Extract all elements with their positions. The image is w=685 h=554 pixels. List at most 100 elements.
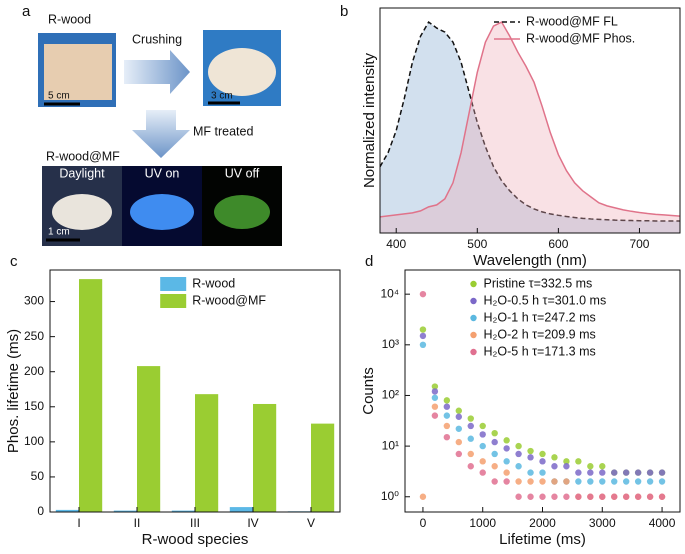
arrow-down: [132, 110, 190, 158]
point: [479, 469, 486, 476]
y-axis-label: Phos. lifetime (ms): [5, 329, 22, 453]
bar: [137, 366, 161, 512]
point: [527, 447, 534, 455]
point: [539, 458, 546, 465]
y-tick-label: 10³: [382, 337, 399, 351]
legend-swatch: [470, 331, 477, 339]
sample: [214, 195, 270, 229]
point: [599, 493, 606, 500]
point: [587, 493, 594, 500]
point: [443, 433, 451, 441]
x-tick-label: 400: [386, 237, 406, 251]
point: [611, 478, 618, 485]
x-axis-label: Lifetime (ms): [499, 531, 586, 548]
point: [503, 478, 510, 485]
bar: [195, 394, 219, 512]
bar: [79, 279, 103, 512]
legend-swatch: [470, 280, 477, 288]
photo-caption: UV on: [145, 166, 180, 180]
x-tick-label: II: [134, 516, 141, 530]
point: [634, 478, 642, 485]
point: [455, 413, 463, 420]
point: [575, 469, 582, 476]
point: [491, 463, 498, 470]
point: [622, 478, 630, 485]
point: [419, 341, 427, 349]
point: [563, 493, 570, 500]
point: [467, 463, 474, 470]
y-tick-label: 100: [24, 434, 44, 448]
legend-label: R-wood@MF FL: [526, 14, 618, 28]
legend-label: H₂O-1 h τ=247.2 ms: [484, 310, 596, 324]
legend-swatch: [470, 314, 477, 322]
sample: [130, 194, 194, 230]
point: [479, 458, 486, 465]
x-tick-label: 2000: [529, 516, 556, 530]
arrow-caption: MF treated: [193, 124, 253, 138]
x-tick-label: 4000: [649, 516, 676, 530]
legend-label: H₂O-0.5 h τ=301.0 ms: [484, 293, 607, 307]
point: [646, 493, 654, 500]
point: [443, 412, 451, 419]
scale-text: 5 cm: [48, 91, 70, 102]
point: [658, 478, 666, 485]
point: [515, 450, 522, 458]
frame: [404, 269, 681, 513]
wood-block: [44, 44, 112, 100]
photo-caption: R-wood@MF: [46, 149, 120, 163]
line: [380, 21, 680, 218]
panel-label: d: [365, 253, 373, 270]
point: [431, 412, 439, 419]
x-tick-label: 500: [467, 237, 487, 251]
point: [539, 478, 546, 485]
point: [455, 407, 463, 414]
x-tick-label: I: [77, 516, 80, 530]
point: [575, 493, 582, 500]
panel-label: a: [22, 3, 31, 20]
bar: [229, 507, 253, 512]
point: [455, 425, 463, 432]
point: [551, 454, 558, 461]
point: [467, 435, 474, 442]
x-axis-label: R-wood species: [142, 531, 249, 548]
x-tick-label: IV: [247, 516, 258, 530]
x-tick-label: 1000: [469, 516, 496, 530]
legend-label: Pristine τ=332.5 ms: [484, 276, 593, 290]
photo-caption: UV off: [225, 166, 260, 180]
point: [419, 326, 427, 333]
point: [611, 493, 618, 500]
y-tick-label: 10²: [382, 388, 399, 402]
point: [575, 458, 582, 465]
point: [527, 469, 534, 476]
point: [575, 478, 582, 485]
sample: [52, 194, 112, 230]
plot-area: [55, 279, 335, 512]
point: [599, 463, 606, 470]
point: [515, 478, 522, 485]
point: [515, 493, 522, 500]
y-tick-label: 10⁴: [380, 286, 399, 300]
y-tick-label: 200: [24, 364, 44, 378]
legend-label: R-wood@MF: [192, 293, 266, 307]
photo-caption: Daylight: [59, 166, 105, 180]
point: [634, 493, 642, 500]
point: [443, 422, 451, 430]
legend-swatch: [470, 348, 477, 356]
area: [380, 22, 680, 233]
x-axis-label: Wavelength (nm): [473, 252, 587, 269]
point: [658, 493, 666, 500]
point: [539, 450, 546, 458]
y-tick-label: 300: [24, 294, 44, 308]
point: [431, 383, 439, 390]
point: [491, 450, 498, 458]
y-axis-label: Counts: [360, 367, 377, 415]
point: [491, 429, 498, 437]
x-tick-label: 0: [420, 516, 427, 530]
point: [503, 458, 510, 465]
frame: [49, 269, 341, 513]
point: [634, 469, 642, 476]
point: [419, 332, 427, 340]
legend-swatch: [160, 294, 187, 308]
point: [455, 450, 463, 458]
